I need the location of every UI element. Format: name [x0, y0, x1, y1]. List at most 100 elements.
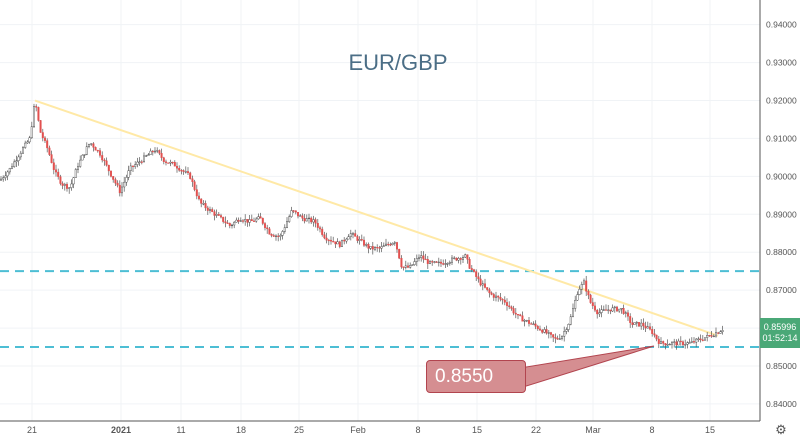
- candle-body: [356, 236, 359, 241]
- y-tick-label: 0.94000: [766, 20, 797, 30]
- candle-body: [39, 120, 42, 133]
- candle-body: [457, 258, 460, 261]
- candle-body: [376, 247, 379, 249]
- candle-body: [114, 179, 117, 184]
- x-tick-label: 25: [294, 425, 304, 435]
- gear-icon[interactable]: ⚙: [775, 422, 787, 437]
- candle-body: [627, 312, 630, 317]
- candle-body: [360, 239, 363, 241]
- candle-body: [244, 219, 247, 222]
- candle-body: [422, 255, 425, 260]
- candle-body: [171, 161, 174, 164]
- candle-body: [666, 344, 669, 346]
- candle-body: [59, 176, 62, 184]
- x-tick-label: 8: [415, 425, 420, 435]
- candle-body: [208, 209, 211, 211]
- candle-body: [332, 241, 335, 243]
- candle-body: [17, 156, 20, 161]
- x-tick-label: 22: [531, 425, 541, 435]
- candle-body: [550, 332, 553, 335]
- candle-body: [0, 178, 2, 181]
- candle-body: [46, 140, 49, 149]
- candle-body: [600, 309, 603, 313]
- candle-body: [241, 220, 244, 222]
- candle-body: [85, 146, 88, 155]
- candle-body: [266, 227, 269, 230]
- candle-body: [668, 343, 671, 346]
- candle-body: [400, 258, 403, 268]
- y-tick-label: 0.91000: [766, 133, 797, 143]
- candle-body: [334, 241, 337, 245]
- candle-body: [523, 320, 526, 322]
- candle-body: [477, 276, 480, 280]
- candle-body: [613, 306, 616, 309]
- candle-body: [715, 332, 718, 337]
- candle-body: [105, 160, 108, 166]
- candle-body: [675, 341, 678, 346]
- candle-body: [580, 284, 583, 290]
- candle-body: [657, 338, 660, 344]
- candle-body: [354, 233, 357, 237]
- candle-body: [455, 257, 458, 261]
- candle-body: [649, 326, 652, 330]
- candle-body: [277, 235, 280, 237]
- candle-body: [393, 242, 396, 244]
- candle-body: [347, 236, 350, 240]
- y-tick-label: 0.88000: [766, 247, 797, 257]
- candle-body: [193, 181, 196, 190]
- candle-body: [22, 147, 25, 154]
- candle-body: [585, 280, 588, 292]
- candle-body: [4, 175, 7, 178]
- candle-body: [230, 224, 233, 227]
- candle-body: [605, 309, 608, 311]
- x-tick-label: Mar: [585, 425, 601, 435]
- candle-body: [719, 331, 722, 334]
- candle-body: [83, 154, 86, 156]
- candle-body: [325, 237, 328, 241]
- candle-body: [250, 219, 253, 222]
- candle-body: [638, 322, 641, 327]
- y-tick-label: 0.92000: [766, 96, 797, 106]
- y-tick-label: 0.87000: [766, 285, 797, 295]
- candle-body: [76, 166, 79, 170]
- candle-body: [224, 221, 227, 224]
- candle-body: [2, 177, 5, 180]
- candle-body: [653, 333, 656, 336]
- candle-body: [569, 316, 572, 325]
- candle-body: [479, 278, 482, 286]
- candle-body: [671, 342, 674, 345]
- candle-body: [497, 295, 500, 298]
- candle-body: [490, 292, 493, 295]
- candle-body: [442, 263, 445, 265]
- candle-body: [323, 234, 326, 239]
- candle-body: [79, 159, 82, 167]
- candle-body: [90, 143, 93, 145]
- candle-body: [429, 261, 432, 264]
- candle-body: [543, 329, 546, 333]
- candle-body: [514, 312, 517, 315]
- candle-body: [312, 219, 315, 223]
- candle-body: [468, 259, 471, 269]
- candle-body: [629, 316, 632, 323]
- candle-body: [180, 170, 183, 172]
- candle-body: [598, 312, 601, 315]
- candle-body: [288, 216, 291, 222]
- candle-body: [415, 258, 418, 262]
- candle-body: [65, 183, 68, 189]
- candle-body: [169, 161, 172, 164]
- candle-body: [530, 323, 533, 325]
- candle-body: [677, 340, 680, 346]
- candle-body: [618, 308, 621, 312]
- candle-body: [371, 246, 374, 250]
- candle-body: [259, 216, 262, 219]
- candle-body: [470, 268, 473, 270]
- candle-body: [567, 324, 570, 330]
- candle-body: [624, 312, 627, 314]
- candle-body: [574, 299, 577, 309]
- candle-body: [556, 338, 559, 340]
- x-tick-label: 8: [649, 425, 654, 435]
- candle-body: [299, 215, 302, 217]
- candle-body: [508, 305, 511, 308]
- candle-body: [695, 338, 698, 343]
